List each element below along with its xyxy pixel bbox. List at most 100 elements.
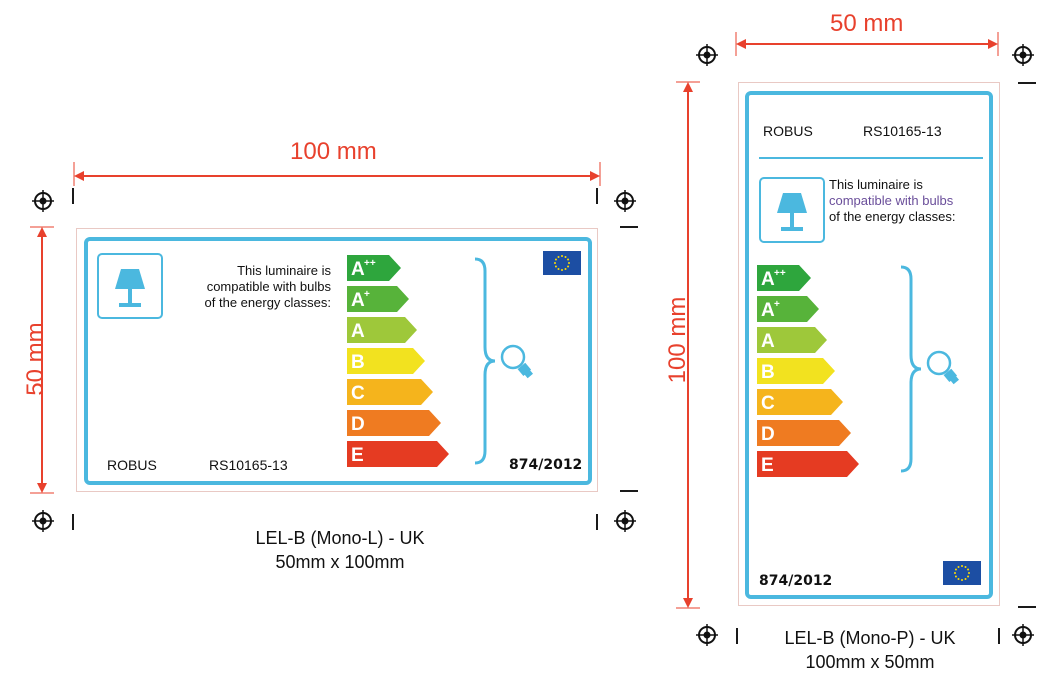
eu-star-icon bbox=[554, 258, 557, 261]
energy-class-label: B bbox=[351, 352, 365, 373]
eu-flag-background bbox=[543, 251, 581, 275]
trim-mark bbox=[998, 628, 1000, 644]
energy-class-superscript: ++ bbox=[364, 258, 376, 269]
eu-star-icon bbox=[564, 268, 567, 271]
eu-star-icon bbox=[561, 255, 563, 257]
eu-star-icon bbox=[568, 262, 570, 264]
energy-class-arrow: C bbox=[347, 379, 433, 405]
energy-class-label: E bbox=[761, 455, 774, 476]
energy-class-label: D bbox=[351, 414, 365, 435]
model-number: RS10165-13 bbox=[209, 457, 288, 473]
energy-class-arrow: A ++ bbox=[757, 265, 811, 291]
energy-class-arrow: C bbox=[757, 389, 843, 415]
trim-mark bbox=[596, 188, 598, 204]
eu-star-icon bbox=[954, 568, 957, 571]
energy-class-label: A bbox=[351, 259, 365, 280]
eu-star-icon bbox=[567, 258, 570, 261]
energy-class-label: A bbox=[351, 321, 365, 342]
eu-star-icon bbox=[954, 575, 957, 578]
portrait-caption: LEL-B (Mono-P) - UK 100mm x 50mm bbox=[784, 628, 956, 672]
landscape-height-dimension-line bbox=[30, 226, 54, 494]
eu-star-icon bbox=[957, 565, 960, 568]
eu-star-icon bbox=[554, 262, 556, 264]
registration-mark-icon bbox=[1012, 624, 1034, 646]
registration-mark-icon bbox=[696, 624, 718, 646]
eu-star-icon bbox=[954, 572, 956, 574]
eu-star-icon bbox=[557, 268, 560, 271]
registration-mark-icon bbox=[32, 510, 54, 532]
lamp-icon bbox=[759, 177, 825, 243]
eu-star-icon bbox=[968, 572, 970, 574]
energy-class-arrow: A bbox=[757, 327, 827, 353]
landscape-energy-label: This luminaire is compatible with bulbs … bbox=[76, 228, 598, 492]
brand-name: ROBUS bbox=[763, 123, 813, 139]
trim-mark bbox=[596, 514, 598, 530]
eu-star-icon bbox=[957, 578, 960, 581]
header-divider bbox=[759, 157, 983, 159]
eu-star-icon bbox=[961, 579, 963, 581]
lamp-icon bbox=[97, 253, 163, 319]
trim-mark bbox=[736, 628, 738, 644]
registration-mark-icon bbox=[1012, 44, 1034, 66]
portrait-width-dimension-line bbox=[735, 32, 999, 56]
trim-mark bbox=[620, 490, 638, 492]
landscape-label-frame bbox=[84, 237, 592, 485]
energy-class-arrow: E bbox=[757, 451, 859, 477]
portrait-energy-label: ROBUS RS10165-13 This luminaire is compa… bbox=[738, 82, 1000, 606]
portrait-height-dimension-line bbox=[676, 81, 700, 609]
energy-class-arrow: D bbox=[347, 410, 441, 436]
energy-class-label: A bbox=[351, 290, 365, 311]
light-bulb-icon bbox=[926, 350, 959, 385]
eu-star-icon bbox=[554, 265, 557, 268]
trim-mark bbox=[72, 188, 74, 204]
eu-star-icon bbox=[567, 265, 570, 268]
regulation-number: 874/2012 bbox=[759, 573, 833, 589]
energy-class-superscript: + bbox=[364, 289, 370, 300]
landscape-width-dimension-line bbox=[73, 162, 601, 186]
energy-class-label: D bbox=[761, 424, 775, 445]
registration-mark-icon bbox=[614, 510, 636, 532]
bracket-icon bbox=[900, 265, 922, 473]
brand-name: ROBUS bbox=[107, 457, 157, 473]
registration-mark-icon bbox=[696, 44, 718, 66]
energy-class-label: E bbox=[351, 445, 364, 466]
eu-flag-icon bbox=[943, 561, 981, 585]
eu-star-icon bbox=[561, 269, 563, 271]
energy-class-label: A bbox=[761, 300, 775, 321]
energy-class-label: A bbox=[761, 331, 775, 352]
energy-class-label: A bbox=[761, 269, 775, 290]
energy-class-arrow: B bbox=[757, 358, 835, 384]
landscape-width-dimension: 100 mm bbox=[290, 138, 377, 165]
eu-star-icon bbox=[564, 255, 567, 258]
portrait-width-dimension: 50 mm bbox=[830, 10, 904, 37]
eu-star-icon bbox=[964, 565, 967, 568]
eu-flag-background bbox=[943, 561, 981, 585]
energy-class-arrow: E bbox=[347, 441, 449, 467]
portrait-label-frame bbox=[745, 91, 993, 599]
portrait-compatibility-text: This luminaire is compatible with bulbs … bbox=[829, 177, 956, 224]
energy-class-arrow: B bbox=[347, 348, 425, 374]
energy-class-arrow: D bbox=[757, 420, 851, 446]
energy-class-label: C bbox=[761, 393, 775, 414]
model-number: RS10165-13 bbox=[863, 123, 942, 139]
trim-mark bbox=[620, 226, 638, 228]
eu-star-icon bbox=[557, 255, 560, 258]
regulation-number: 874/2012 bbox=[509, 457, 583, 473]
bracket-icon bbox=[474, 257, 496, 465]
eu-flag-icon bbox=[543, 251, 581, 275]
light-bulb-icon bbox=[500, 344, 533, 379]
landscape-caption: LEL-B (Mono-L) - UK 50mm x 100mm bbox=[255, 528, 425, 572]
energy-class-arrow: A + bbox=[757, 296, 819, 322]
energy-class-arrow: A bbox=[347, 317, 417, 343]
energy-class-arrow: A + bbox=[347, 286, 409, 312]
energy-class-arrow: A ++ bbox=[347, 255, 401, 281]
trim-mark bbox=[72, 514, 74, 530]
eu-star-icon bbox=[964, 578, 967, 581]
trim-mark bbox=[1018, 82, 1036, 84]
trim-mark bbox=[1018, 606, 1036, 608]
energy-class-label: C bbox=[351, 383, 365, 404]
registration-mark-icon bbox=[32, 190, 54, 212]
eu-star-icon bbox=[967, 575, 970, 578]
